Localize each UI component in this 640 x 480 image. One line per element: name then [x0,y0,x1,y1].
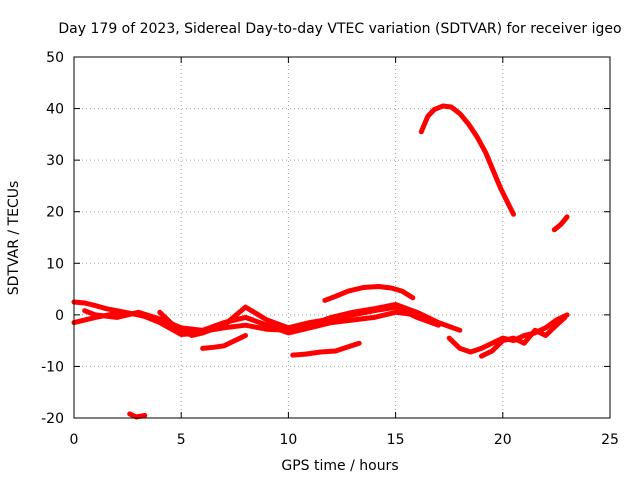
y-tick-label: -10 [41,359,64,375]
x-tick-label: 25 [601,432,619,448]
plot-frame [73,56,611,419]
x-tick-label: 0 [70,432,79,448]
series-layer [71,103,570,420]
y-tick-label: 50 [46,50,64,66]
y-axis-label: SDTVAR / TECUs [6,181,22,296]
x-tick-label: 20 [494,432,512,448]
y-tick-label: 0 [55,308,64,324]
x-tick-label: 10 [279,432,297,448]
x-tick-label: 5 [177,432,186,448]
series-arc-late [551,214,570,233]
series-arc-mid-f [157,309,216,338]
tick-layer: 0 5 10 15 20 25 -20 -10 0 10 20 30 40 50 [41,50,619,448]
series-arc-low [127,411,148,420]
series-arc-high [418,103,516,217]
grid-layer [74,57,610,418]
chart-title: Day 179 of 2023, Sidereal Day-to-day VTE… [58,21,621,37]
y-tick-label: 20 [46,205,64,221]
y-tick-label: 10 [46,256,64,272]
series-arc-mid-d [200,333,248,351]
x-tick-label: 15 [387,432,405,448]
series-arc-tail-b [478,314,568,359]
y-tick-label: 40 [46,102,64,118]
y-tick-label: 30 [46,153,64,169]
series-arc-mid-c [82,308,420,336]
x-axis-label: GPS time / hours [281,458,398,474]
series-arc-mid-e [290,340,362,358]
series-arc-hump [322,284,416,303]
y-tick-label: -20 [41,411,64,427]
